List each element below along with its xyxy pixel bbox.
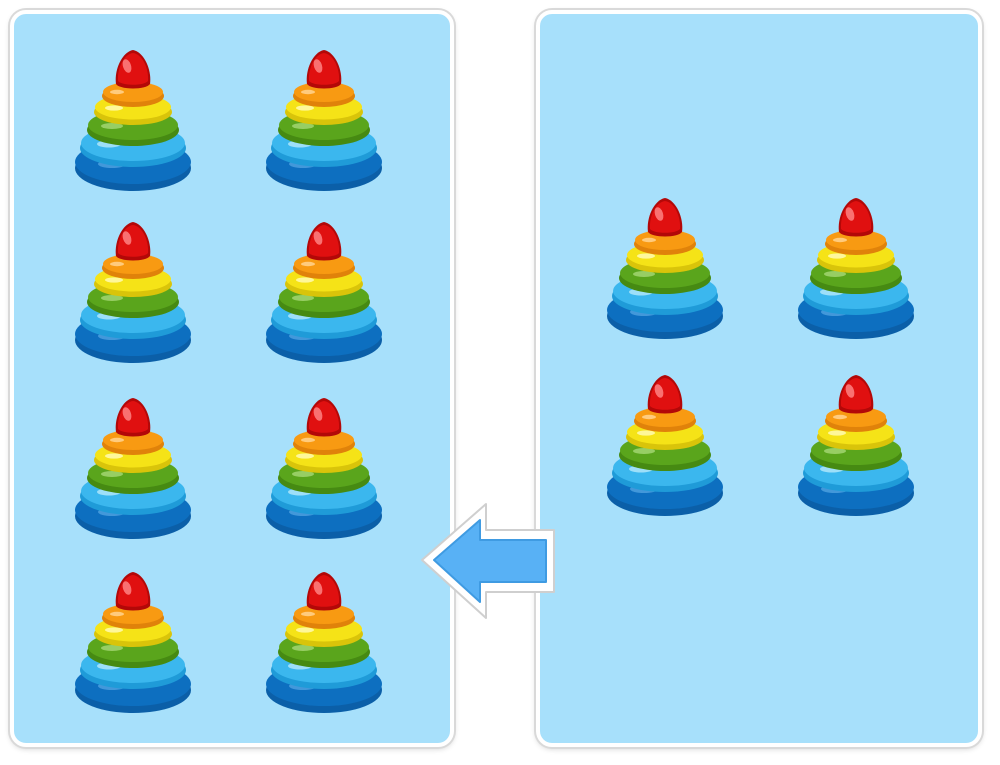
ring-toy-icon [72,216,194,366]
ring-toy-icon [72,44,194,194]
ring-toy-icon [795,369,917,519]
ring-toy-icon [263,44,385,194]
ring-toy-icon [72,566,194,716]
left-group-panel [10,10,454,747]
ring-toy-icon [263,566,385,716]
ring-toy-icon [604,369,726,519]
ring-toy-icon [263,216,385,366]
ring-toy-icon [263,392,385,542]
ring-toy-icon [795,192,917,342]
right-group-panel [536,10,982,747]
ring-toy-icon [72,392,194,542]
arrow-left-icon[interactable] [414,500,564,622]
ring-toy-icon [604,192,726,342]
